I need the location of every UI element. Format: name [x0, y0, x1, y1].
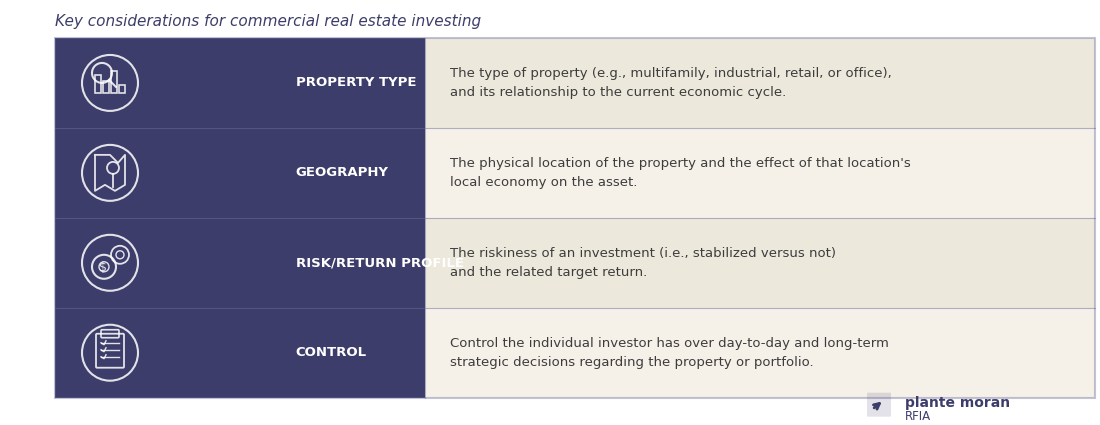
Bar — [425, 128, 1094, 218]
Bar — [55, 38, 1094, 398]
Bar — [103, 81, 109, 93]
Bar — [425, 38, 1094, 128]
Text: $: $ — [99, 261, 107, 274]
Text: RFIA: RFIA — [905, 410, 931, 423]
Text: GEOGRAPHY: GEOGRAPHY — [296, 166, 388, 179]
Bar — [55, 308, 425, 398]
Text: The riskiness of an investment (i.e., stabilized versus not)
and the related tar: The riskiness of an investment (i.e., st… — [450, 247, 836, 279]
Text: The physical location of the property and the effect of that location's
local ec: The physical location of the property an… — [450, 157, 911, 189]
Bar — [119, 85, 125, 93]
Text: Control the individual investor has over day-to-day and long-term
strategic deci: Control the individual investor has over… — [450, 337, 889, 369]
Bar — [55, 218, 425, 308]
FancyBboxPatch shape — [867, 393, 891, 416]
Text: The type of property (e.g., multifamily, industrial, retail, or office),
and its: The type of property (e.g., multifamily,… — [450, 67, 892, 99]
Bar — [111, 71, 117, 93]
Text: RISK/RETURN PROFILE: RISK/RETURN PROFILE — [296, 256, 463, 269]
Text: PROPERTY TYPE: PROPERTY TYPE — [296, 76, 416, 89]
Text: plante moran: plante moran — [905, 396, 1010, 410]
Bar — [425, 218, 1094, 308]
Bar — [425, 308, 1094, 398]
Bar — [55, 38, 425, 128]
Bar — [55, 128, 425, 218]
Text: CONTROL: CONTROL — [296, 346, 366, 359]
Text: Key considerations for commercial real estate investing: Key considerations for commercial real e… — [55, 14, 481, 29]
Bar — [95, 75, 101, 93]
